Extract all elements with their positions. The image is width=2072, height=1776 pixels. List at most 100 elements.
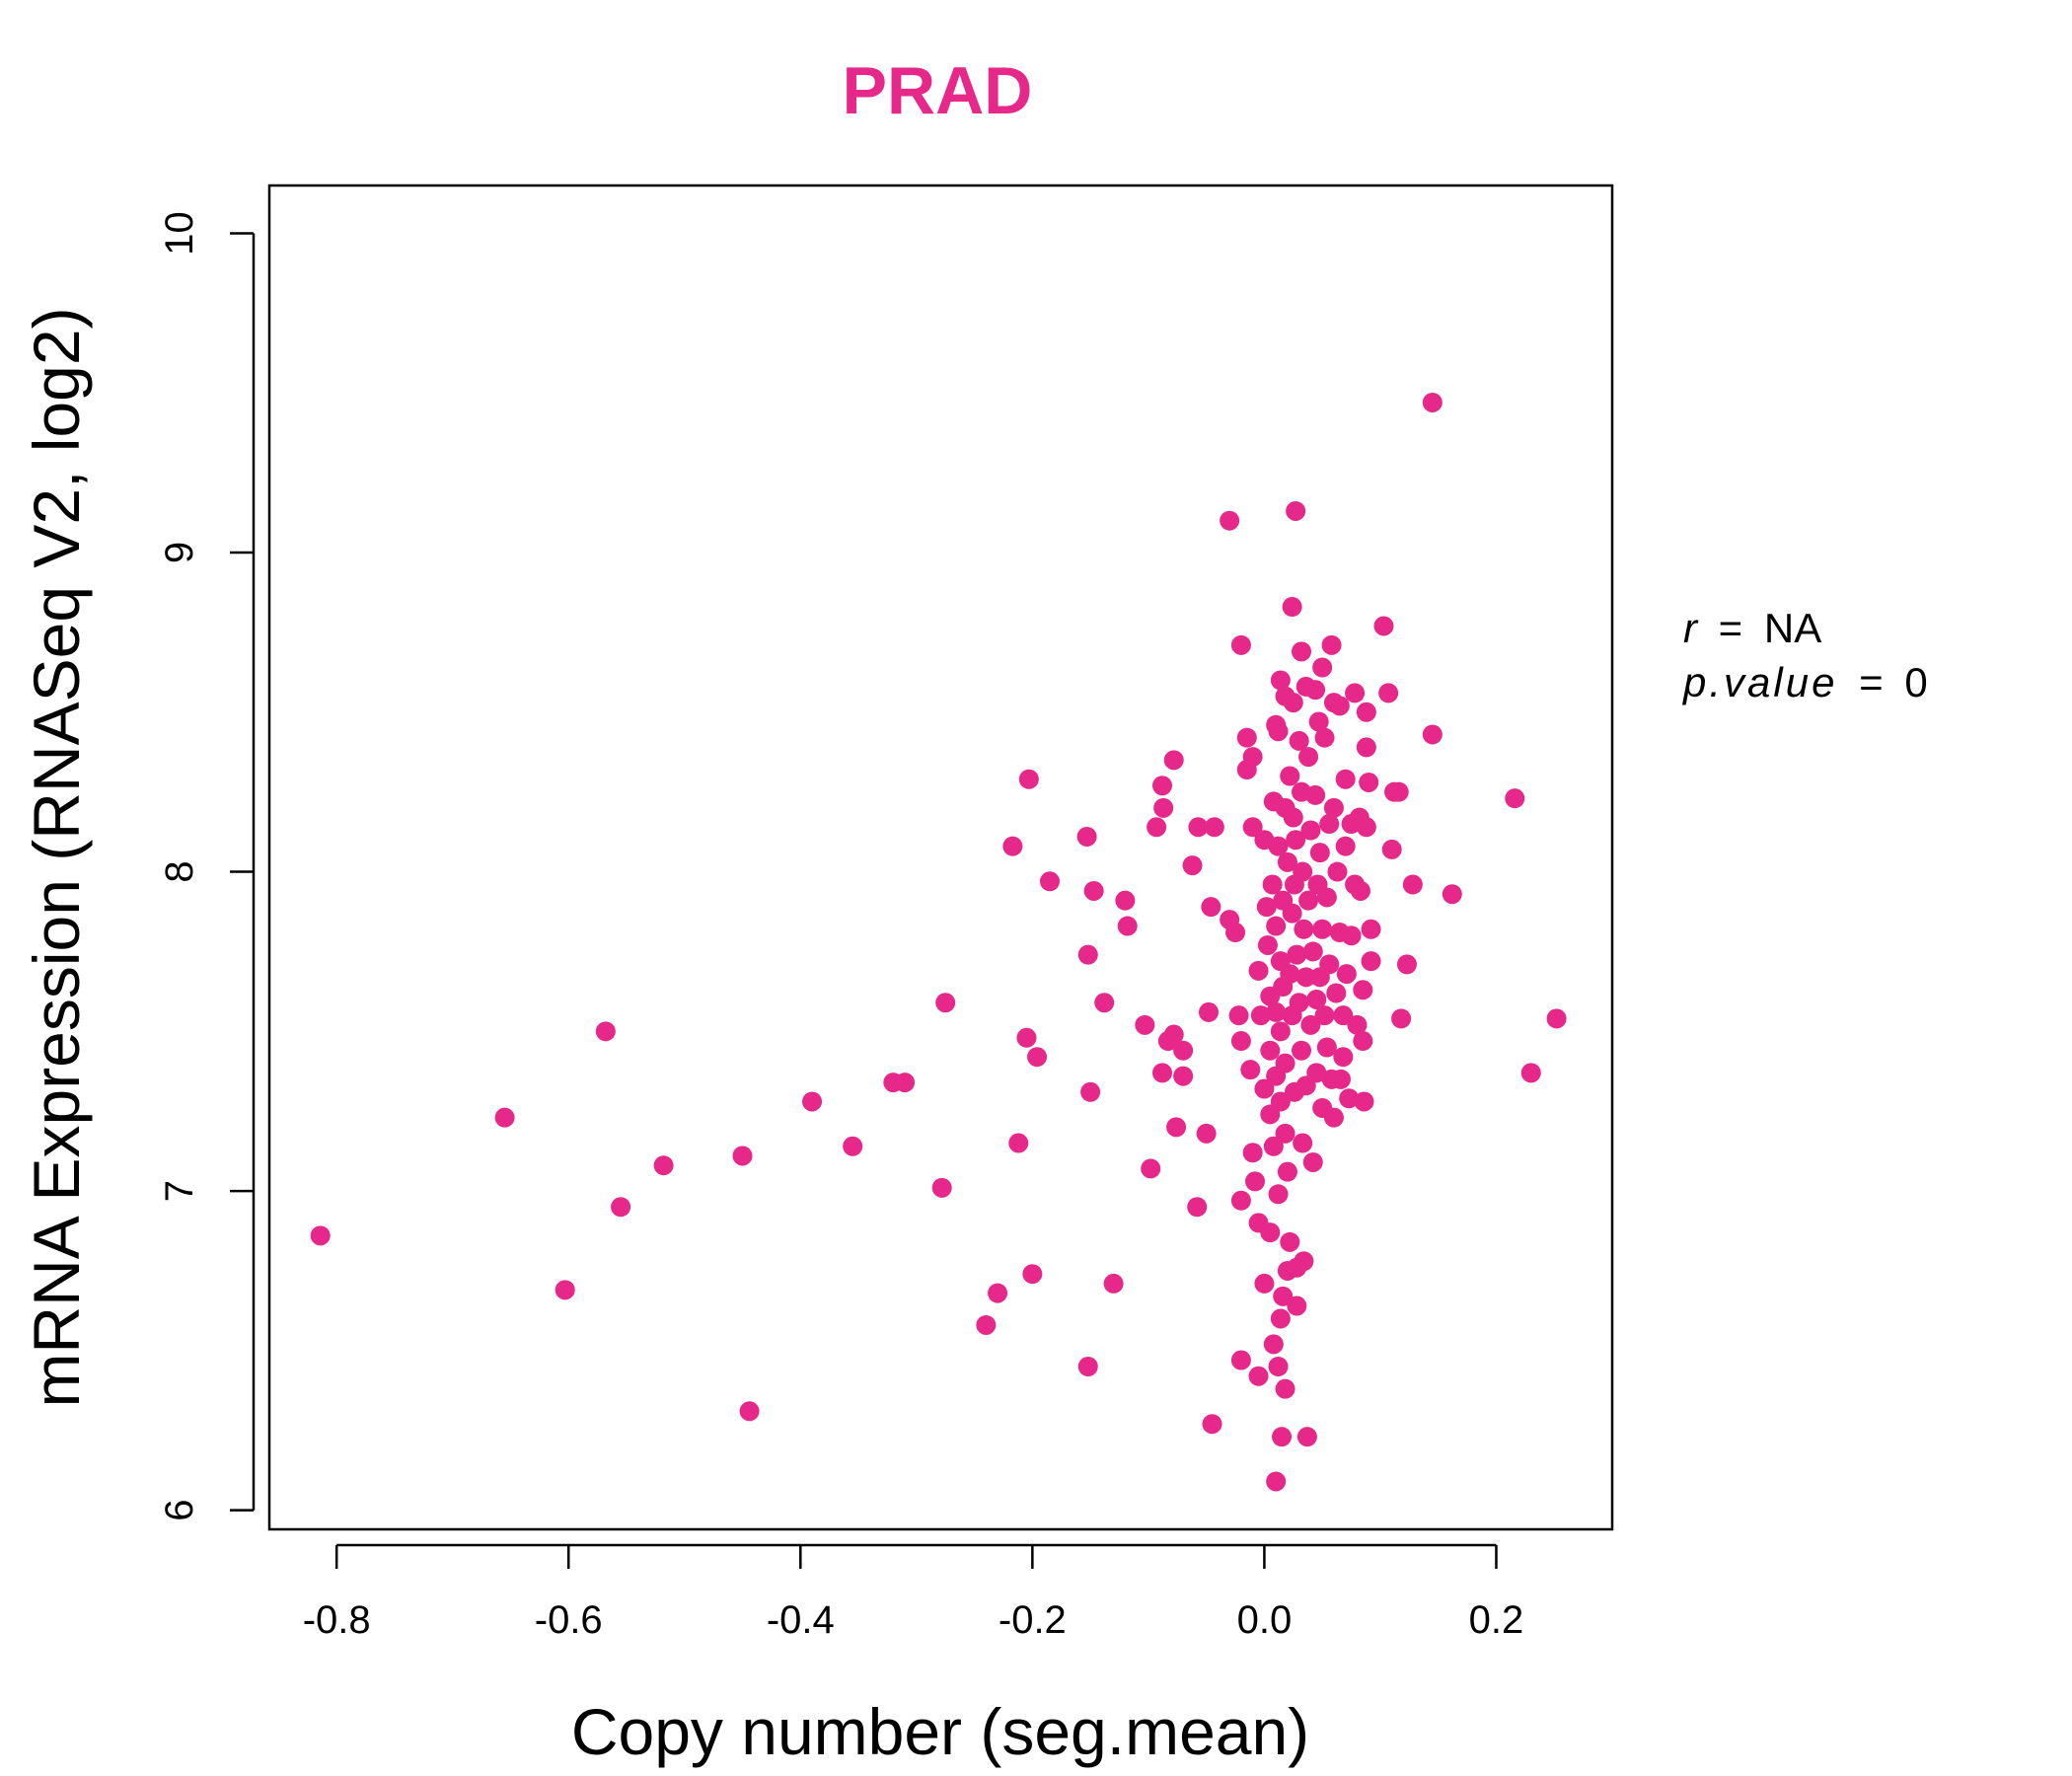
x-tick-label: 0.2	[1469, 1598, 1524, 1642]
data-point	[1292, 1040, 1312, 1061]
data-point	[1094, 993, 1115, 1013]
data-point	[1321, 634, 1342, 655]
data-point	[1270, 670, 1291, 691]
data-point	[1002, 836, 1023, 856]
data-point	[1339, 1088, 1360, 1109]
data-point	[1422, 724, 1443, 745]
data-point	[1266, 916, 1287, 936]
y-tick-label: 6	[158, 1499, 201, 1520]
r-value: NA	[1764, 605, 1821, 651]
y-tick-label: 9	[158, 542, 201, 563]
x-tick-label: -0.8	[303, 1598, 371, 1642]
data-point	[1314, 1005, 1335, 1026]
data-point	[1257, 934, 1278, 955]
data-point	[1268, 1184, 1289, 1205]
data-point	[1381, 839, 1402, 859]
data-point	[1080, 1081, 1101, 1102]
data-point	[1275, 1053, 1295, 1073]
data-point	[1305, 784, 1326, 805]
data-point	[1268, 721, 1289, 742]
data-point	[1333, 1005, 1354, 1026]
data-point	[1289, 730, 1309, 751]
data-point	[1250, 1005, 1271, 1026]
r-equals: =	[1719, 605, 1743, 651]
data-point	[1268, 1357, 1289, 1377]
data-point	[1202, 1414, 1222, 1435]
data-point	[1336, 964, 1357, 985]
data-point	[1173, 1066, 1194, 1086]
data-point	[1300, 1014, 1321, 1035]
data-point	[1286, 830, 1306, 851]
data-point	[1354, 1091, 1374, 1112]
data-point	[1220, 510, 1240, 531]
data-point	[1153, 797, 1174, 818]
data-point	[1300, 820, 1321, 841]
data-point	[1254, 1273, 1275, 1294]
data-point	[732, 1146, 753, 1166]
data-point	[1329, 696, 1350, 716]
data-point	[1388, 781, 1409, 802]
data-point	[1196, 1123, 1217, 1144]
data-point	[1008, 1133, 1029, 1153]
data-point	[1520, 1063, 1541, 1083]
data-point	[1309, 843, 1330, 863]
data-point	[1083, 880, 1104, 901]
data-point	[1306, 989, 1327, 1009]
data-point	[1319, 954, 1340, 975]
data-point	[1286, 500, 1306, 521]
data-point	[1248, 1366, 1269, 1386]
data-point	[1204, 817, 1224, 838]
data-point	[1330, 1069, 1351, 1089]
data-point	[1141, 1158, 1161, 1179]
data-point	[1254, 1078, 1275, 1099]
data-point	[1373, 616, 1394, 636]
data-point	[1103, 1273, 1124, 1294]
data-point	[1289, 993, 1309, 1013]
data-point	[1287, 1295, 1307, 1316]
data-point	[611, 1197, 631, 1218]
data-point	[1361, 919, 1381, 939]
data-point	[1016, 1027, 1037, 1048]
data-point	[976, 1314, 997, 1335]
data-point	[1293, 1133, 1313, 1153]
x-tick-label: -0.4	[767, 1598, 835, 1642]
data-point	[1163, 750, 1184, 771]
data-point	[1305, 680, 1326, 701]
data-point	[1230, 1190, 1251, 1211]
correlation-stat: r = NA	[1683, 605, 1821, 651]
data-point	[1391, 1008, 1412, 1029]
data-point	[1242, 1143, 1263, 1163]
data-point	[1282, 903, 1302, 924]
data-point	[1353, 1031, 1373, 1052]
data-point	[1296, 1427, 1317, 1447]
data-point	[1280, 964, 1300, 985]
data-point	[1298, 890, 1319, 911]
y-axis: 6 7 8 9 10	[158, 211, 256, 1521]
data-point	[1187, 1197, 1208, 1218]
data-point	[1230, 634, 1251, 655]
data-point	[1242, 747, 1263, 768]
data-point	[1266, 1471, 1287, 1492]
data-point	[1280, 766, 1300, 786]
data-point	[1353, 980, 1373, 1000]
data-point	[1151, 1063, 1172, 1083]
data-point	[1282, 597, 1302, 618]
data-point	[1333, 1047, 1354, 1068]
data-point	[1198, 1001, 1219, 1022]
data-point	[1115, 890, 1136, 911]
data-point	[595, 1021, 616, 1042]
data-point	[1022, 1264, 1043, 1285]
data-point	[1302, 941, 1323, 962]
x-axis-label: Copy number (seg.mean)	[571, 1695, 1309, 1768]
data-point	[1294, 1251, 1314, 1272]
data-point	[1163, 1024, 1184, 1045]
data-point	[1263, 1136, 1284, 1156]
y-axis-label: mRNA Expression (RNASeq V2, log2)	[20, 307, 93, 1407]
data-point	[1402, 874, 1423, 895]
data-point	[1117, 916, 1138, 936]
data-point	[1442, 884, 1462, 905]
data-point	[1230, 1350, 1251, 1370]
data-point	[1356, 702, 1376, 722]
data-point	[1262, 874, 1283, 895]
